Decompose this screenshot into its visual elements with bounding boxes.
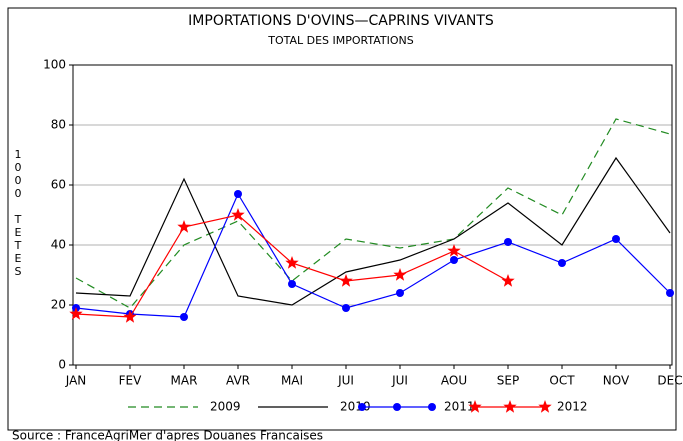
legend-marker: [428, 403, 436, 411]
y-tick-label: 60: [51, 178, 66, 192]
x-tick-label: DEC: [657, 374, 682, 388]
series-line: [75, 118, 671, 309]
y-tick-label: 100: [43, 58, 66, 72]
plot-area: [72, 64, 673, 366]
y-tick-label: 80: [51, 118, 66, 132]
point: [558, 259, 566, 267]
legend-label: 2012: [557, 400, 588, 414]
x-tick-label: NOV: [603, 374, 630, 388]
legend-label: 2009: [210, 400, 241, 414]
y-axis-label: 1000 TETES: [12, 148, 25, 278]
point: [177, 220, 191, 233]
legend-marker: [538, 400, 552, 413]
series-line: [75, 192, 671, 318]
point: [180, 313, 188, 321]
chart-title: IMPORTATIONS D'OVINS—CAPRINS VIVANTS: [188, 13, 494, 29]
x-tick-label: JUI: [337, 374, 354, 388]
point: [612, 235, 620, 243]
y-tick-label: 20: [51, 298, 66, 312]
point: [501, 274, 515, 287]
x-tick-label: JUI: [391, 374, 408, 388]
x-tick-label: MAI: [281, 374, 303, 388]
y-tick-label: 0: [58, 358, 66, 372]
chart-subtitle: TOTAL DES IMPORTATIONS: [267, 34, 414, 47]
source: Source : FranceAgriMer d'apres Douanes F…: [12, 429, 323, 441]
series-line: [75, 156, 671, 306]
point: [450, 256, 458, 264]
point: [396, 289, 404, 297]
legend-label: 2011: [444, 400, 475, 414]
point: [447, 244, 461, 257]
point: [231, 208, 245, 221]
point: [342, 304, 350, 312]
legend-marker: [358, 403, 366, 411]
point: [234, 190, 242, 198]
point: [69, 307, 83, 320]
legend-marker: [468, 400, 482, 413]
x-tick-label: MAR: [171, 374, 198, 388]
point: [288, 280, 296, 288]
point: [666, 289, 674, 297]
x-tick-label: OCT: [549, 374, 575, 388]
point: [393, 268, 407, 281]
x-tick-label: AVR: [226, 374, 250, 388]
frame: [7, 7, 677, 431]
legend-marker: [503, 400, 517, 413]
point: [504, 238, 512, 246]
x-tick-label: JAN: [65, 374, 87, 388]
x-tick-label: AOU: [441, 374, 467, 388]
legend-marker: [393, 403, 401, 411]
y-tick-label: 40: [51, 238, 66, 252]
point: [285, 256, 299, 269]
point: [339, 274, 353, 287]
point: [123, 310, 137, 323]
x-tick-label: FEV: [119, 374, 142, 388]
x-tick-label: SEP: [497, 374, 519, 388]
